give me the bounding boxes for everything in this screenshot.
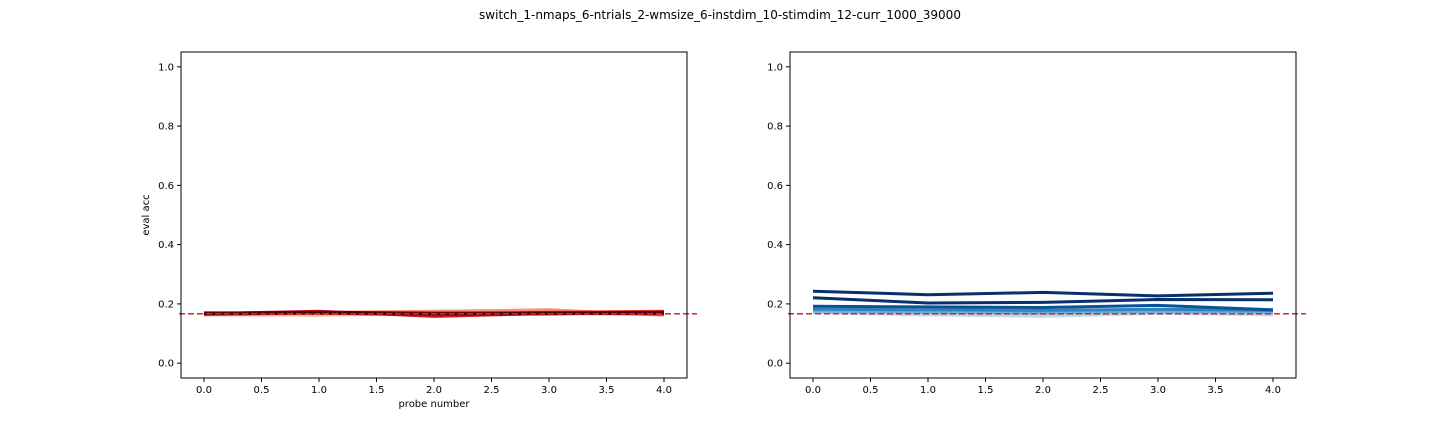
left-y-tick-label: 0.0 — [158, 359, 174, 370]
right-series-line-6 — [812, 296, 1274, 305]
right-x-tick-label: 4.0 — [1265, 385, 1281, 396]
left-x-tick-label: 3.0 — [541, 385, 557, 396]
left-x-tick-label: 0.5 — [254, 385, 270, 396]
left-y-tick-label: 0.2 — [158, 299, 174, 310]
left-x-tick-label: 1.5 — [369, 385, 385, 396]
left-x-tick-label: 4.0 — [656, 385, 672, 396]
left-x-tick-label: 3.5 — [599, 385, 615, 396]
right-y-tick-label: 0.2 — [767, 299, 783, 310]
right-panel: 0.0 0.5 1.0 1.5 2.0 2.5 3.0 3.5 4.0 0.0 0.2 0.4 0.6 0… — [767, 51, 1306, 396]
left-plot-lines — [179, 308, 697, 318]
right-x-tick-label: 0.0 — [805, 385, 821, 396]
right-y-tick-label: 0.6 — [767, 181, 783, 192]
left-panel: 0.0 0.5 1.0 1.5 2.0 2.5 3.0 3.5 4.0 0.0 0.2 0.4 0.6 0… — [141, 51, 697, 410]
right-axis-ticks: 0.0 0.5 1.0 1.5 2.0 2.5 3.0 3.5 4.0 0.0 0.2 0.4 0.6 0… — [767, 62, 1281, 396]
right-x-tick-label: 2.0 — [1035, 385, 1051, 396]
left-y-tick-label: 0.8 — [158, 122, 174, 133]
left-x-tick-label: 1.0 — [311, 385, 327, 396]
left-x-tick-label: 0.0 — [196, 385, 212, 396]
right-axes-frame — [789, 51, 1297, 379]
left-x-tick-label: 2.5 — [484, 385, 500, 396]
right-x-tick-label: 1.5 — [978, 385, 994, 396]
right-y-tick-label: 1.0 — [767, 62, 783, 73]
left-axes-frame — [180, 51, 688, 379]
right-series-line-5 — [812, 303, 1274, 312]
figure-title: switch_1-nmaps_6-ntrials_2-wmsize_6-inst… — [479, 8, 961, 22]
right-y-tick-label: 0.4 — [767, 240, 783, 251]
left-y-tick-label: 1.0 — [158, 62, 174, 73]
right-series-line-7 — [812, 289, 1274, 298]
right-x-tick-label: 1.0 — [920, 385, 936, 396]
right-x-tick-label: 2.5 — [1093, 385, 1109, 396]
right-series-line-4 — [812, 307, 1274, 312]
left-y-axis-label: eval acc — [141, 194, 152, 235]
right-plot-lines — [788, 289, 1306, 318]
right-x-tick-label: 0.5 — [863, 385, 879, 396]
right-y-tick-label: 0.8 — [767, 122, 783, 133]
left-x-axis-label: probe number — [398, 399, 470, 410]
right-x-tick-label: 3.5 — [1208, 385, 1224, 396]
left-x-tick-label: 2.0 — [426, 385, 442, 396]
left-axis-ticks: 0.0 0.5 1.0 1.5 2.0 2.5 3.0 3.5 4.0 0.0 0.2 0.4 0.6 0… — [158, 62, 672, 396]
left-y-tick-label: 0.4 — [158, 240, 174, 251]
right-x-tick-label: 3.0 — [1150, 385, 1166, 396]
right-y-tick-label: 0.0 — [767, 359, 783, 370]
left-y-tick-label: 0.6 — [158, 181, 174, 192]
right-series-line-3 — [812, 309, 1274, 315]
